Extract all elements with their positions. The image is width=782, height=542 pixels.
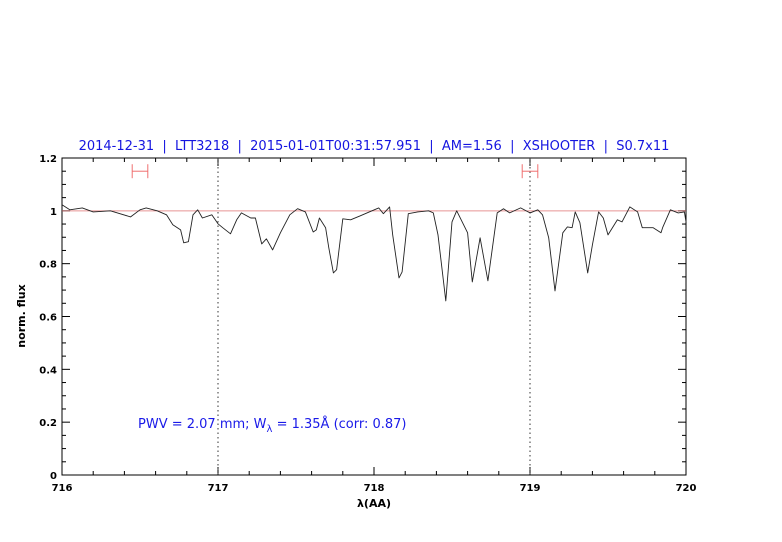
- spectrum-line: [61, 204, 687, 302]
- y-axis-label: norm. flux: [15, 284, 28, 347]
- x-tick-label: 716: [52, 483, 73, 494]
- y-tick-label: 1: [50, 207, 57, 218]
- y-tick-label: 0.2: [39, 418, 57, 429]
- plot-frame: [61, 157, 687, 476]
- y-tick-label: 0.6: [39, 313, 57, 324]
- x-axis-label: λ(AA): [357, 497, 391, 510]
- y-tick-label: 0.8: [39, 260, 57, 271]
- x-tick-label: 719: [520, 483, 541, 494]
- x-tick-label: 718: [364, 483, 385, 494]
- pwv-annotation: PWV = 2.07 mm; Wλ = 1.35Å (corr: 0.87): [138, 416, 407, 435]
- x-tick-label: 717: [208, 483, 229, 494]
- chart-title: 2014-12-31 | LTT3218 | 2015-01-01T00:31:…: [79, 139, 670, 154]
- y-tick-label: 0.4: [39, 365, 57, 376]
- range-error-bar: [131, 164, 149, 179]
- x-tick-label: 720: [676, 483, 697, 494]
- y-tick-label: 0: [50, 471, 57, 482]
- range-error-bar: [521, 164, 539, 179]
- y-tick-label: 1.2: [39, 154, 57, 165]
